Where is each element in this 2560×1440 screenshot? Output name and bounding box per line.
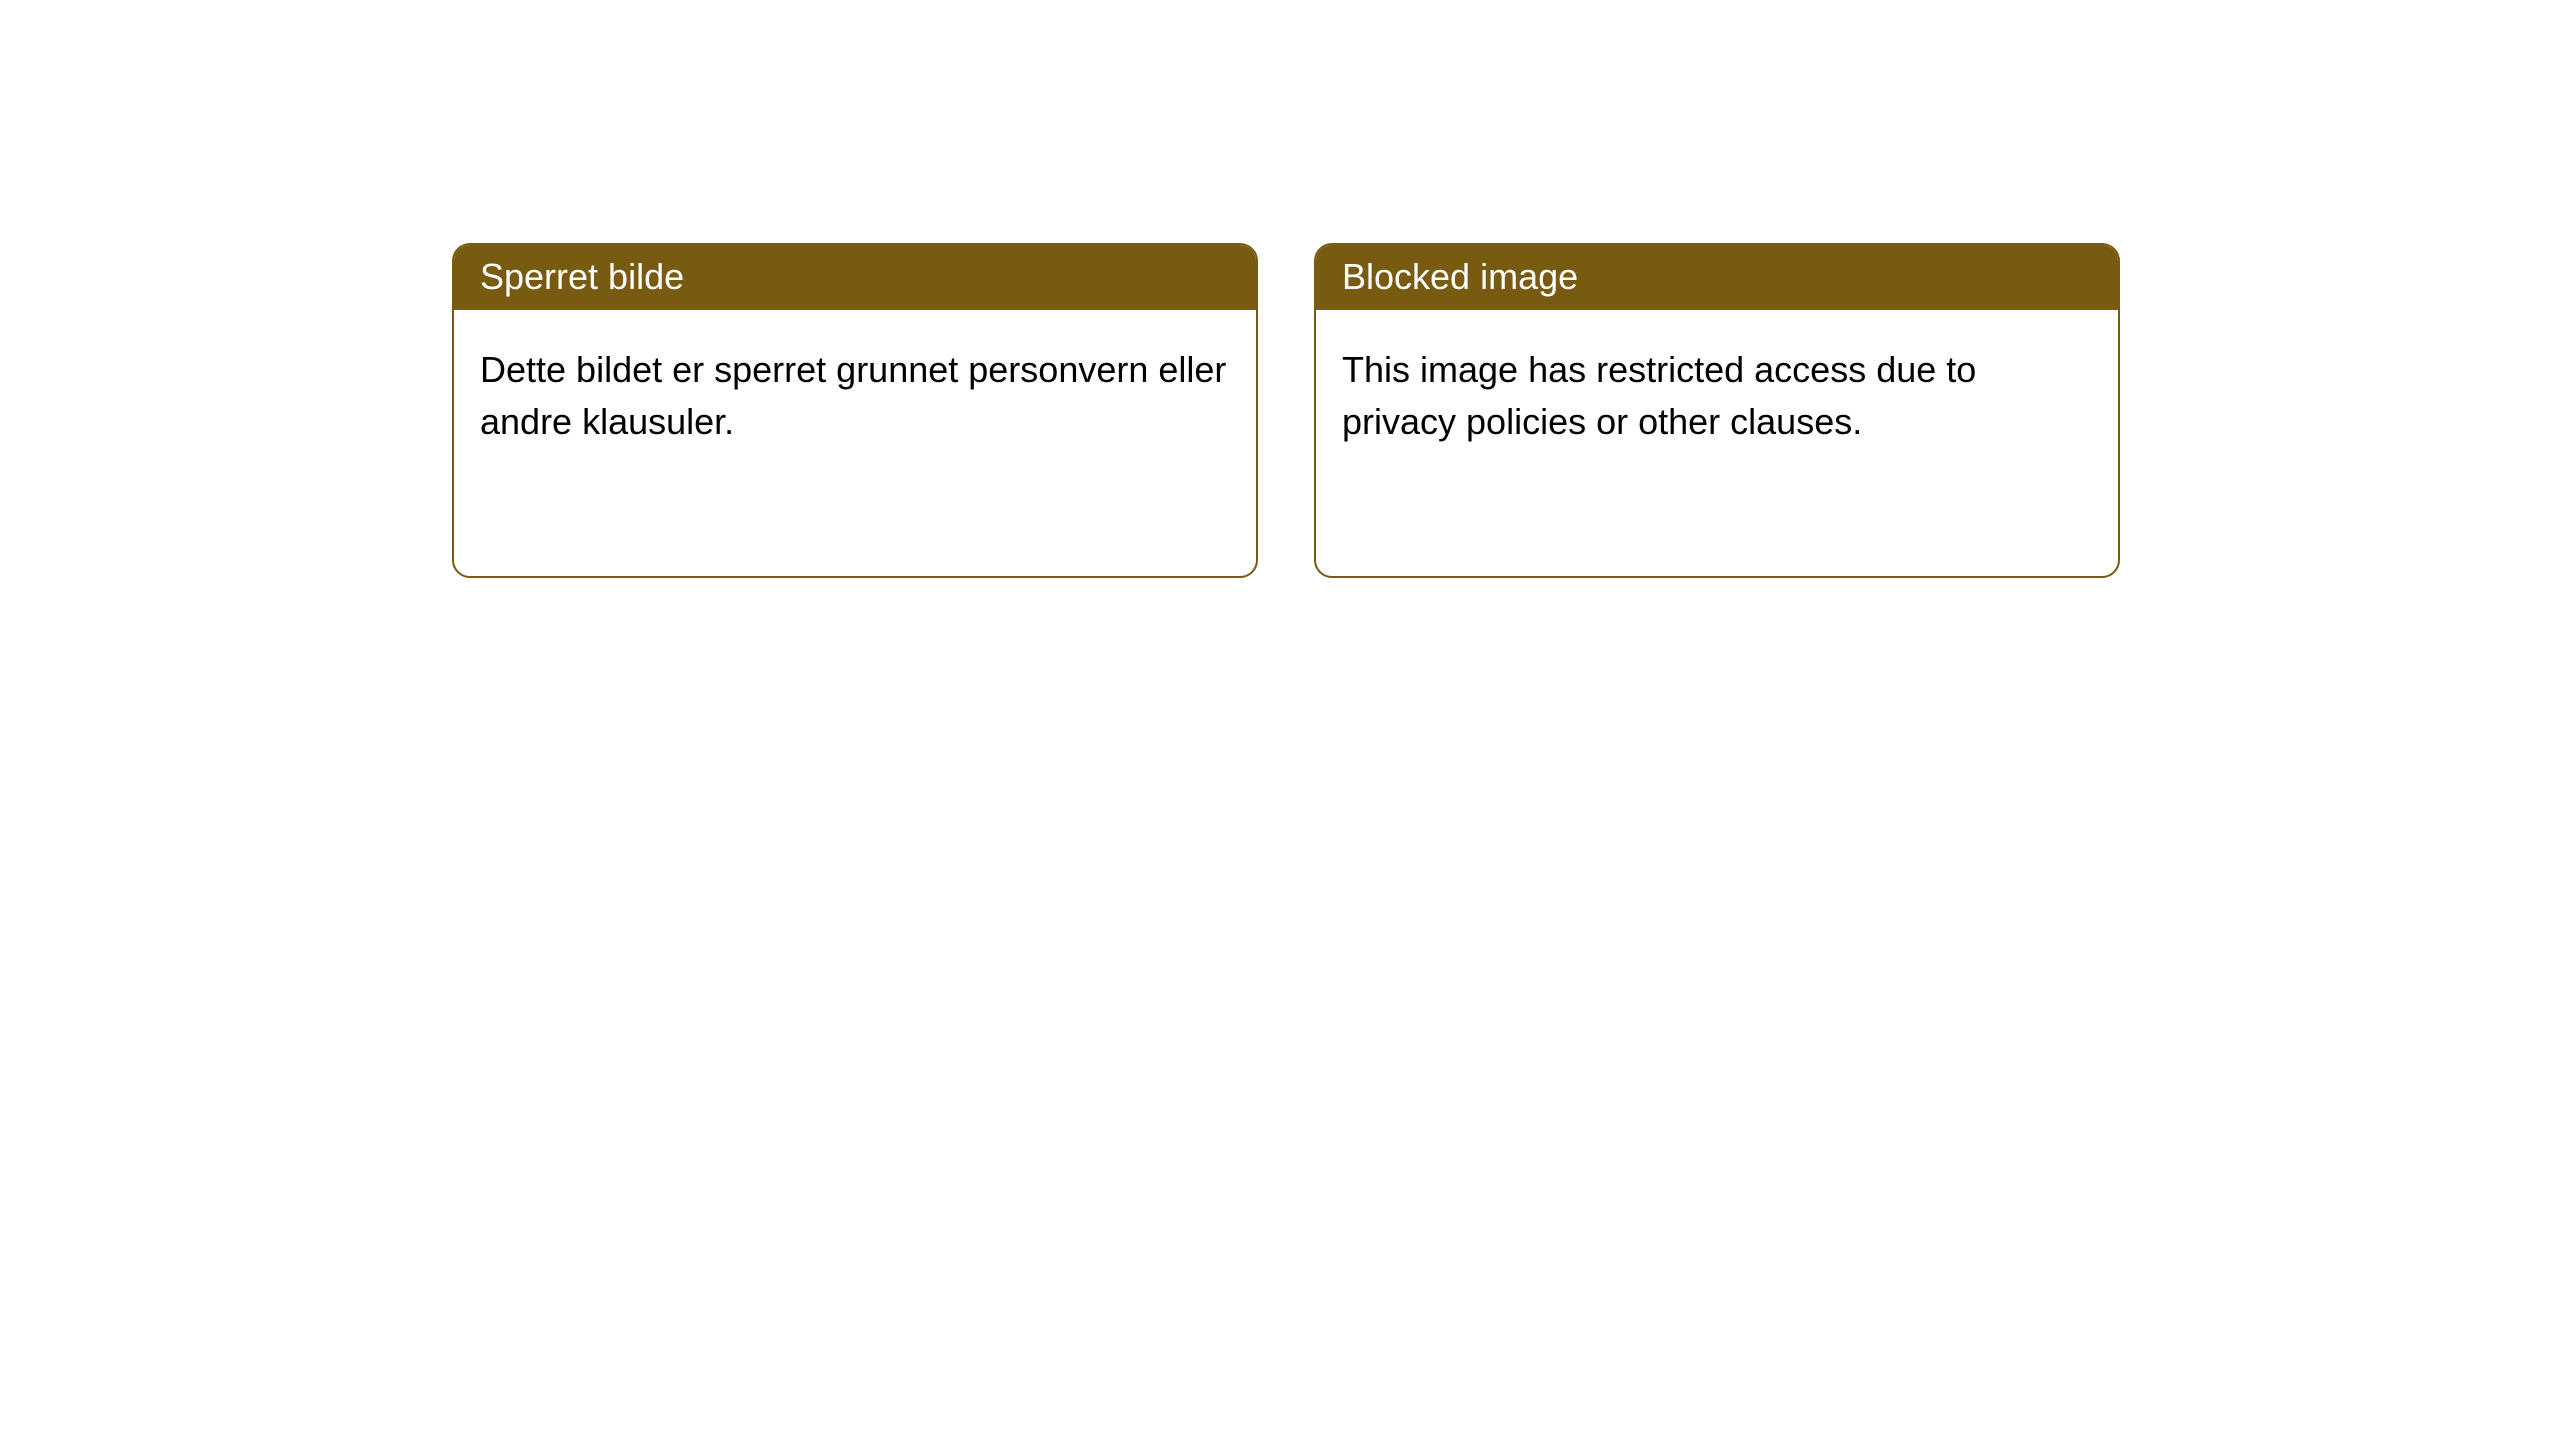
notice-container: Sperret bilde Dette bildet er sperret gr…: [452, 243, 2120, 578]
notice-title-english: Blocked image: [1316, 245, 2118, 310]
notice-body-norwegian: Dette bildet er sperret grunnet personve…: [454, 310, 1256, 482]
notice-title-norwegian: Sperret bilde: [454, 245, 1256, 310]
notice-card-norwegian: Sperret bilde Dette bildet er sperret gr…: [452, 243, 1258, 578]
notice-card-english: Blocked image This image has restricted …: [1314, 243, 2120, 578]
notice-body-english: This image has restricted access due to …: [1316, 310, 2118, 482]
